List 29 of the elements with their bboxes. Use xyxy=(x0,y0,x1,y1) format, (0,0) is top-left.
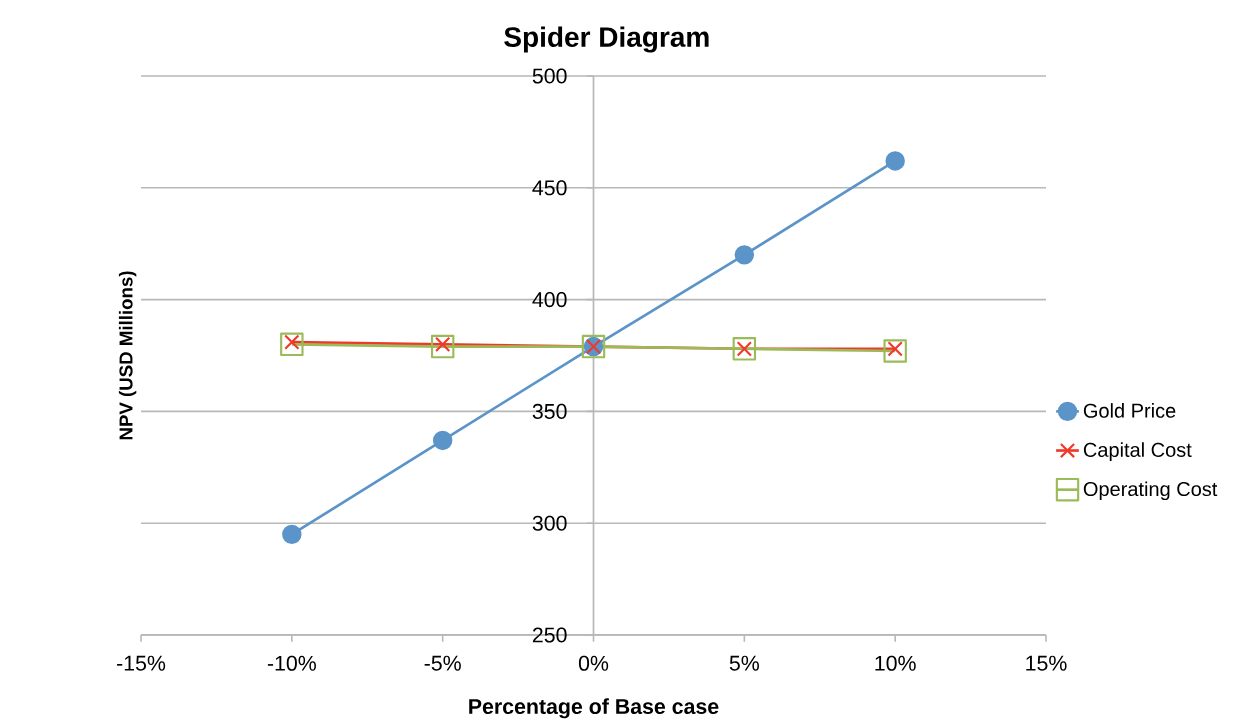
point xyxy=(734,245,755,265)
x-tick-label: 15% xyxy=(1026,655,1067,671)
x-tick-label: -10% xyxy=(267,655,316,671)
legend-label: Operating Cost xyxy=(1083,481,1218,501)
point xyxy=(885,151,905,171)
x-tick-label: 5% xyxy=(729,655,759,671)
point xyxy=(432,430,453,451)
x-tick-label: 0% xyxy=(578,655,609,671)
point xyxy=(435,336,451,352)
point xyxy=(282,524,302,545)
y-axis-title: NPV (USD Millions) xyxy=(118,271,137,440)
x-tick-label: 10% xyxy=(875,655,916,671)
y-tick-label: 400 xyxy=(532,292,567,308)
y-tick-label: 300 xyxy=(532,515,567,531)
x-tick-label: -15% xyxy=(117,655,166,671)
y-tick-label: 350 xyxy=(532,403,567,419)
x-tick-label: -5% xyxy=(424,655,461,671)
y-tick-label: 500 xyxy=(532,68,567,84)
y-tick-label: 250 xyxy=(532,627,567,643)
point xyxy=(887,341,903,357)
y-tick-label: 450 xyxy=(532,180,567,196)
point xyxy=(280,332,304,357)
legend-label: Gold Price xyxy=(1083,403,1176,418)
point xyxy=(430,334,455,359)
x-axis-title: Percentage of Base case xyxy=(469,698,719,719)
chart-title: Spider Diagram xyxy=(504,26,709,53)
legend-label: Capital Cost xyxy=(1083,442,1192,461)
point xyxy=(883,339,907,363)
point xyxy=(284,334,300,350)
